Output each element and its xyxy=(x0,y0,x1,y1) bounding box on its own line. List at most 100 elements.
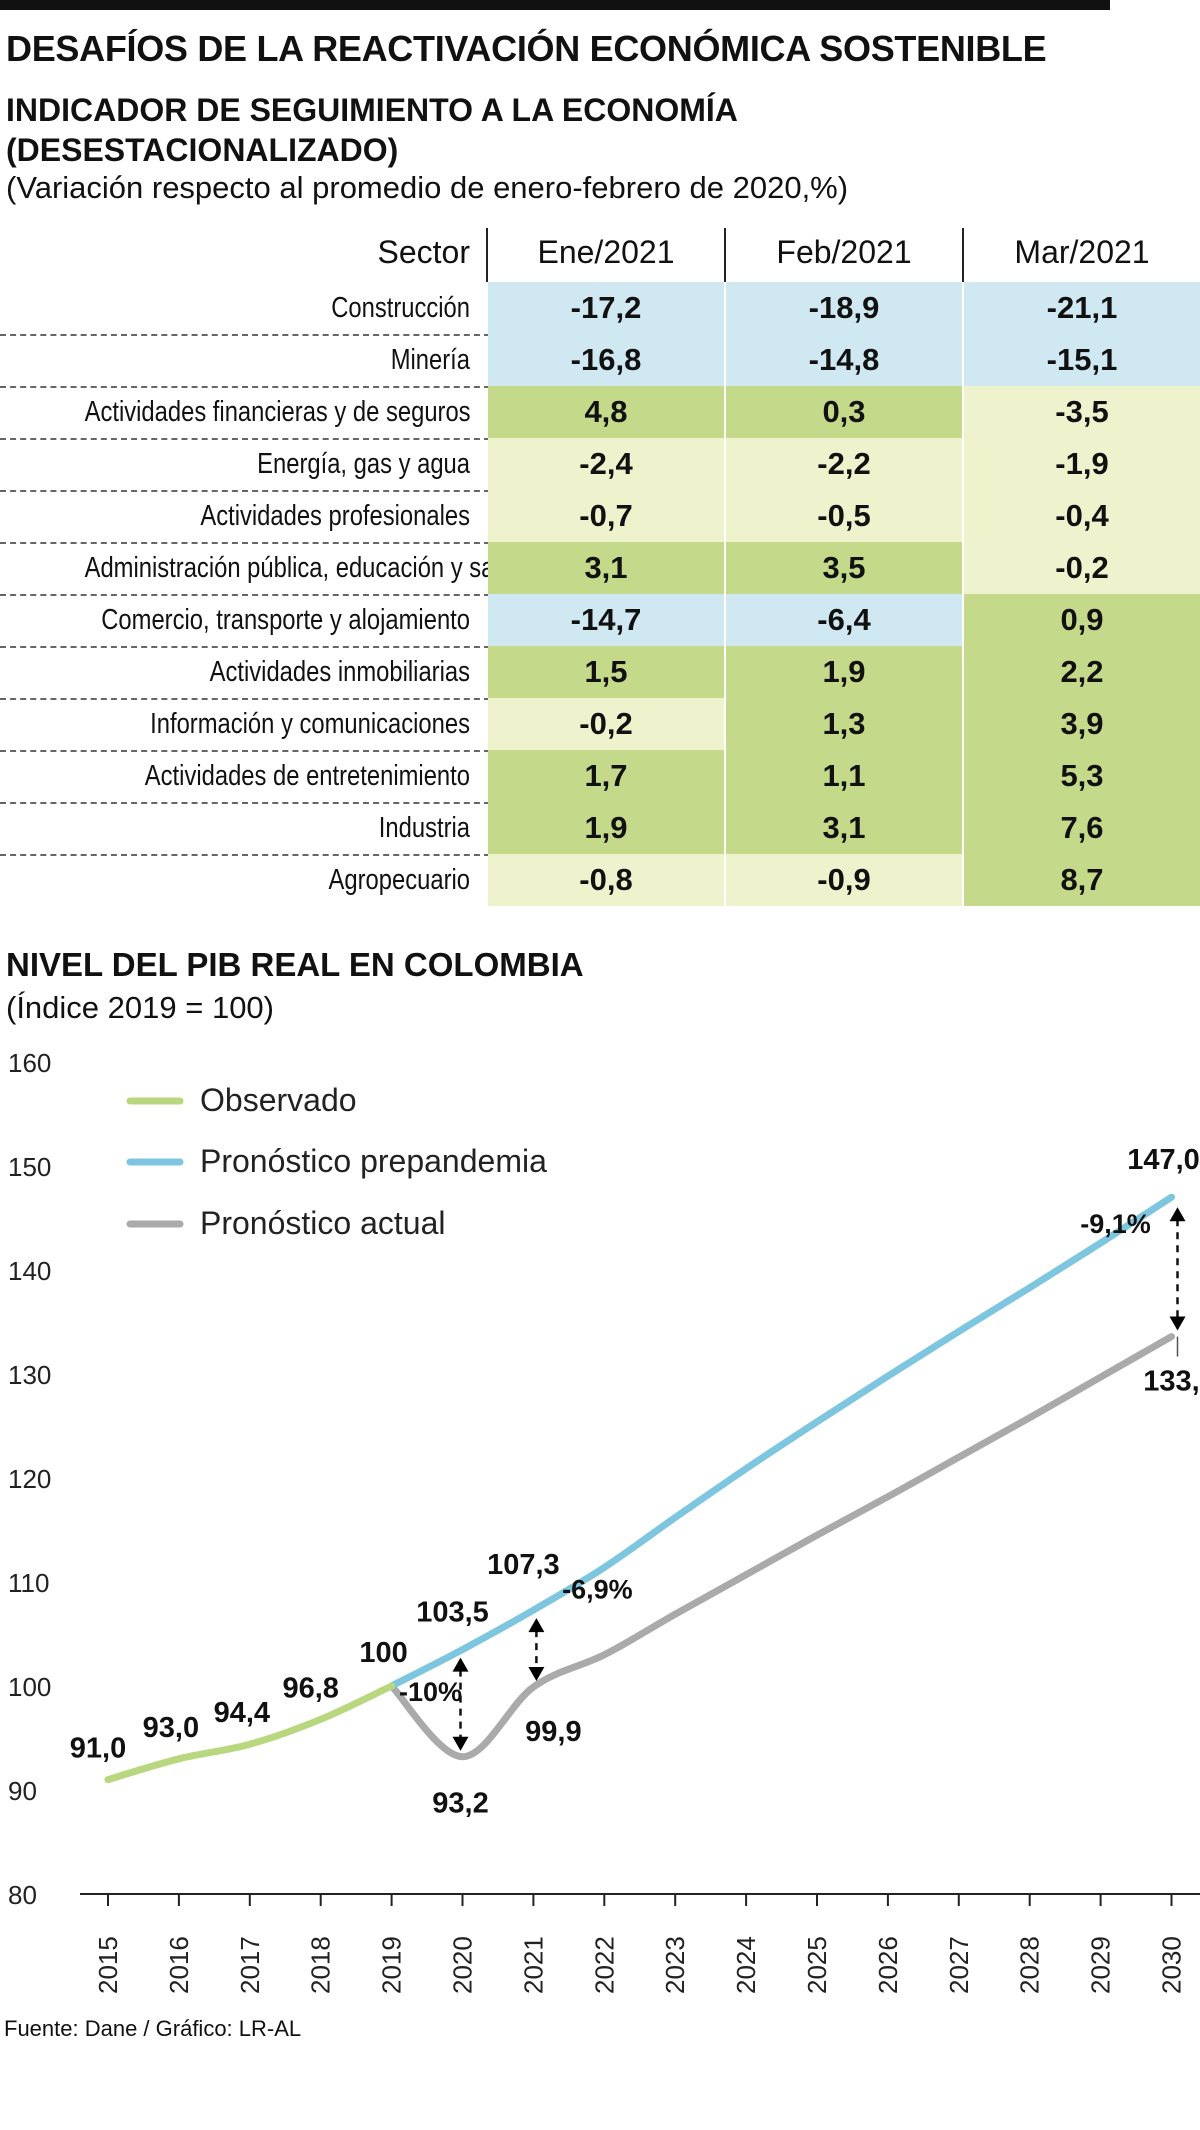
chart-title: NIVEL DEL PIB REAL EN COLOMBIA xyxy=(6,946,584,983)
table-row: Industria 1,9 3,1 7,6 xyxy=(0,802,1200,856)
x-tick-label: 2022 xyxy=(589,1936,619,1994)
value-cell: 1,9 xyxy=(726,646,962,698)
point-label: 103,5 xyxy=(416,1597,489,1629)
gap-annotation: -6,9% xyxy=(562,1575,633,1605)
gap-annotation: -10% xyxy=(399,1677,462,1707)
sector-label: Actividades de entretenimiento xyxy=(144,760,470,792)
value-cell: 5,3 xyxy=(964,750,1200,802)
x-tick-label: 2019 xyxy=(377,1936,407,1994)
value-cell: 3,1 xyxy=(726,802,962,854)
value-cell: 1,1 xyxy=(726,750,962,802)
current-forecast-line xyxy=(388,1333,1175,1761)
sector-label: Actividades inmobiliarias xyxy=(209,656,470,688)
y-tick-label: 100 xyxy=(8,1672,51,1702)
x-tick-label: 2025 xyxy=(802,1936,832,1994)
value-cell: -2,4 xyxy=(488,438,724,490)
value-cell: 8,7 xyxy=(964,854,1200,906)
row-separator xyxy=(0,646,490,648)
y-tick-label: 130 xyxy=(8,1360,51,1390)
table-row: Minería -16,8 -14,8 -15,1 xyxy=(0,334,1200,388)
value-cell: -0,5 xyxy=(726,490,962,542)
prepandemic-line xyxy=(388,1193,1175,1690)
value-cell: 4,8 xyxy=(488,386,724,438)
row-separator xyxy=(0,594,490,596)
value-cell: -15,1 xyxy=(964,334,1200,386)
value-cell: -6,4 xyxy=(726,594,962,646)
table-row: Comercio, transporte y alojamiento -14,7-… xyxy=(0,594,1200,648)
header-sector: Sector xyxy=(377,234,470,270)
x-tick-label: 2017 xyxy=(235,1936,265,1994)
gap-arrow-head xyxy=(1169,1207,1186,1222)
row-separator xyxy=(0,438,490,440)
sector-label: Construcción xyxy=(331,292,470,324)
sector-label: Actividades financieras y de seguros xyxy=(84,396,471,428)
value-cell: -14,7 xyxy=(488,594,724,646)
sector-label: Comercio, transporte y alojamiento xyxy=(101,604,470,636)
x-tick-label: 2020 xyxy=(448,1936,478,1994)
row-separator xyxy=(0,386,490,388)
x-tick-label: 2026 xyxy=(873,1936,903,1994)
gap-annotation: -9,1% xyxy=(1080,1209,1151,1239)
sector-label: Administración pública, educación y salu… xyxy=(84,552,527,584)
value-cell: 7,6 xyxy=(964,802,1200,854)
table-row: Agropecuario -0,8 -0,9 8,7 xyxy=(0,854,1200,906)
row-separator xyxy=(0,802,490,804)
legend-label: Pronóstico prepandemia xyxy=(200,1143,547,1179)
sector-label: Actividades profesionales xyxy=(200,500,470,532)
top-rule xyxy=(0,0,1110,10)
row-separator xyxy=(0,854,490,856)
value-cell: -18,9 xyxy=(726,282,962,334)
value-cell: 3,5 xyxy=(726,542,962,594)
value-cell: 3,1 xyxy=(488,542,724,594)
row-separator xyxy=(0,698,490,700)
row-separator xyxy=(0,542,490,544)
value-cell: -0,2 xyxy=(488,698,724,750)
value-cell: 1,9 xyxy=(488,802,724,854)
point-label: 147,0 xyxy=(1127,1144,1200,1176)
header-mar-2021: Mar/2021 xyxy=(1014,234,1150,270)
value-cell: -21,1 xyxy=(964,282,1200,334)
value-cell: -0,8 xyxy=(488,854,724,906)
header-divider xyxy=(724,228,726,282)
value-cell: -0,9 xyxy=(726,854,962,906)
table-row: Energía, gas y agua -2,4 -2,2 -1,9 xyxy=(0,438,1200,492)
x-tick-label: 2024 xyxy=(731,1936,761,1994)
gap-arrow-head xyxy=(1169,1316,1186,1331)
gap-arrow-head xyxy=(452,1736,469,1751)
sector-label: Agropecuario xyxy=(328,864,470,896)
table-title: INDICADOR DE SEGUIMIENTO A LA ECONOMÍA (… xyxy=(6,92,737,168)
point-label: 107,3 xyxy=(487,1549,560,1581)
point-label: 91,0 xyxy=(70,1733,126,1765)
header-ene-2021: Ene/2021 xyxy=(537,234,675,270)
value-cell: 1,7 xyxy=(488,750,724,802)
value-cell: 1,3 xyxy=(726,698,962,750)
sector-label: Minería xyxy=(390,344,470,376)
value-cell: 3,9 xyxy=(964,698,1200,750)
table-row: Actividades profesionales -0,7 -0,5 -0,4 xyxy=(0,490,1200,544)
header-divider xyxy=(486,228,488,282)
point-label: 96,8 xyxy=(282,1672,338,1704)
x-tick-label: 2029 xyxy=(1086,1936,1116,1994)
value-cell: 0,9 xyxy=(964,594,1200,646)
gdp-line-chart: 80 90 100 110 120 130 140 150 160 2015 2016 2017 201… xyxy=(8,1048,1200,1994)
point-label: 93,0 xyxy=(143,1712,199,1744)
point-label: 99,9 xyxy=(525,1716,581,1748)
value-cell: -2,2 xyxy=(726,438,962,490)
y-tick-label: 80 xyxy=(8,1880,37,1910)
table-row: Actividades inmobiliarias 1,5 1,9 2,2 xyxy=(0,646,1200,700)
sector-label: Energía, gas y agua xyxy=(257,448,470,480)
gap-arrow-head xyxy=(528,1667,545,1682)
x-tick-label: 2015 xyxy=(93,1936,123,1994)
y-tick-label: 140 xyxy=(8,1256,51,1286)
value-cell: -0,4 xyxy=(964,490,1200,542)
table-row: Información y comunicaciones -0,2 1,3 3,9 xyxy=(0,698,1200,752)
value-cell: -17,2 xyxy=(488,282,724,334)
x-tick-label: 2023 xyxy=(660,1936,690,1994)
y-tick-label: 110 xyxy=(8,1568,49,1598)
value-cell: -0,2 xyxy=(964,542,1200,594)
point-label: 94,4 xyxy=(214,1697,270,1729)
y-tick-label: 160 xyxy=(8,1048,51,1078)
x-tick-label: 2028 xyxy=(1015,1936,1045,1994)
page-title: DESAFÍOS DE LA REACTIVACIÓN ECONÓMICA SO… xyxy=(6,28,1047,69)
row-separator xyxy=(0,490,490,492)
